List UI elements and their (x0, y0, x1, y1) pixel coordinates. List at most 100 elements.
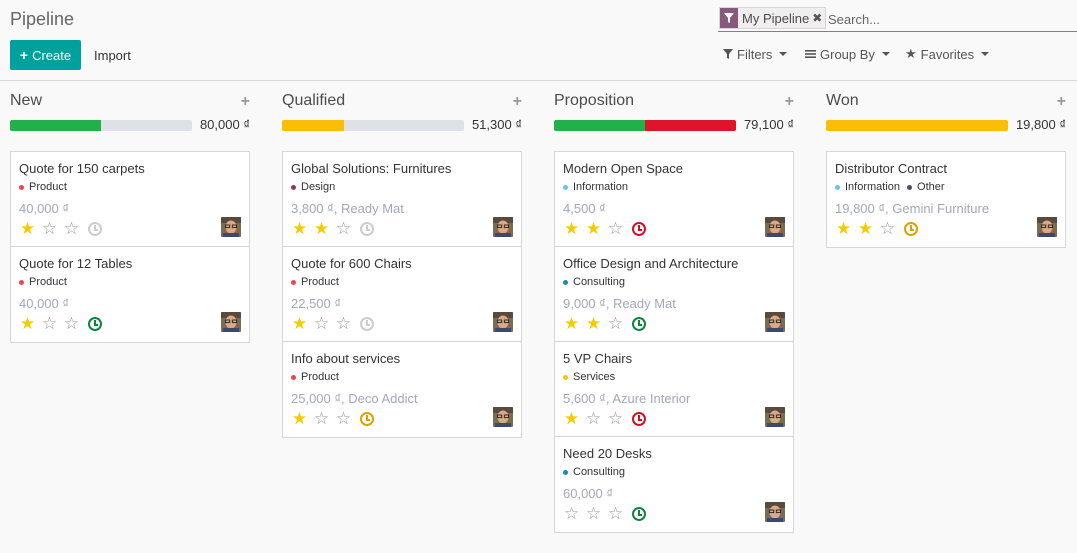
clock-icon[interactable] (632, 222, 646, 236)
star-icon[interactable]: ☆ (335, 409, 352, 428)
kanban-card[interactable]: 5 VP Chairs Services 5,600 ₫, Azure Interi… (555, 342, 793, 437)
kanban-card[interactable]: Quote for 150 carpets Product 40,000 ₫ ★ ☆ ☆ (11, 152, 249, 247)
tag-label: Product (301, 371, 339, 383)
clock-icon[interactable] (632, 507, 646, 521)
tag-label: Consulting (573, 466, 625, 478)
star-icon[interactable]: ☆ (41, 314, 58, 333)
star-icon[interactable]: ☆ (335, 314, 352, 333)
clock-icon[interactable] (360, 222, 374, 236)
search-facet[interactable]: My Pipeline ✖ (719, 7, 827, 29)
kanban-card[interactable]: Need 20 Desks Consulting 60,000 ₫ ☆ ☆ ☆ (555, 437, 793, 532)
star-icon[interactable]: ☆ (607, 504, 624, 523)
column-quick-add-icon[interactable]: + (1056, 93, 1066, 110)
priority-stars: ★ ☆ ☆ (290, 314, 353, 333)
star-icon[interactable]: ★ (291, 314, 308, 333)
star-icon[interactable]: ☆ (313, 409, 330, 428)
star-icon[interactable]: ★ (313, 219, 330, 238)
filters-dropdown[interactable]: Filters (723, 44, 788, 64)
caret-down-icon (881, 52, 890, 56)
favorites-label: Favorites (920, 46, 975, 62)
kanban-card[interactable]: Distributor Contract Information Other 19,8… (827, 152, 1065, 247)
progress-segment[interactable] (282, 120, 344, 131)
kanban-card[interactable]: Info about services Product 25,000 ₫, Deco… (283, 342, 521, 437)
column-header: Qualified + (282, 92, 522, 112)
star-icon[interactable]: ☆ (41, 219, 58, 238)
star-icon[interactable]: ★ (19, 314, 36, 333)
clock-icon[interactable] (88, 317, 102, 331)
column-quick-add-icon[interactable]: + (784, 93, 794, 110)
kanban-card[interactable]: Modern Open Space Information 4,500 ₫ ★ ★ ☆ (555, 152, 793, 247)
tag-label: Product (29, 276, 67, 288)
star-icon[interactable]: ★ (291, 219, 308, 238)
star-icon[interactable]: ☆ (63, 219, 80, 238)
star-icon[interactable]: ☆ (313, 314, 330, 333)
caret-down-icon (981, 52, 990, 56)
search-input[interactable] (828, 9, 1073, 29)
star-icon[interactable]: ★ (563, 409, 580, 428)
star-icon[interactable]: ★ (563, 219, 580, 238)
priority-stars: ★ ☆ ☆ (18, 219, 81, 238)
star-icon[interactable]: ☆ (563, 504, 580, 523)
progress-segment[interactable] (645, 120, 736, 131)
star-icon[interactable]: ★ (19, 219, 36, 238)
clock-icon[interactable] (632, 412, 646, 426)
progress-segment[interactable] (10, 120, 101, 131)
close-icon[interactable]: ✖ (812, 11, 823, 25)
star-icon[interactable]: ★ (835, 219, 852, 238)
control-panel: Pipeline + Create Import My Pipeline ✖ F… (0, 0, 1077, 81)
tag-color-dot (19, 279, 24, 285)
tag: Information (563, 181, 628, 193)
card-tags: Design (291, 181, 335, 193)
tag-color-dot (835, 184, 840, 190)
clock-icon[interactable] (88, 222, 102, 236)
column-progress-bar[interactable] (10, 120, 192, 131)
favorites-dropdown[interactable]: ★ Favorites (905, 44, 990, 64)
star-icon[interactable]: ☆ (585, 409, 602, 428)
column-quick-add-icon[interactable]: + (512, 93, 522, 110)
clock-icon[interactable] (904, 222, 918, 236)
groupby-dropdown[interactable]: Group By (805, 44, 890, 64)
star-icon[interactable]: ★ (585, 314, 602, 333)
kanban-card[interactable]: Global Solutions: Furnitures Design 3,800 … (283, 152, 521, 247)
column-progress-bar[interactable] (282, 120, 464, 131)
card-title: 5 VP Chairs (563, 351, 633, 366)
tag-color-dot (563, 469, 568, 475)
column-quick-add-icon[interactable]: + (240, 93, 250, 110)
column-header: New + (10, 92, 250, 112)
kanban-card[interactable]: Quote for 600 Chairs Product 22,500 ₫ ★ ☆ ☆ (283, 247, 521, 342)
card-tags: Services (563, 371, 615, 383)
avatar (765, 312, 785, 332)
clock-icon[interactable] (360, 317, 374, 331)
column-progress-bar[interactable] (554, 120, 736, 131)
progress-segment[interactable] (826, 120, 1008, 131)
clock-icon[interactable] (632, 317, 646, 331)
star-icon[interactable]: ☆ (607, 219, 624, 238)
avatar (221, 312, 241, 332)
star-icon: ★ (905, 46, 917, 61)
star-icon[interactable]: ★ (291, 409, 308, 428)
kanban-card[interactable]: Quote for 12 Tables Product 40,000 ₫ ★ ☆ ☆ (11, 247, 249, 342)
card-title: Info about services (291, 351, 401, 366)
star-icon[interactable]: ☆ (63, 314, 80, 333)
tag-label: Services (573, 371, 616, 383)
tag-label: Information (845, 181, 901, 193)
import-button[interactable]: Import (94, 47, 131, 63)
clock-icon[interactable] (360, 412, 374, 426)
star-icon[interactable]: ★ (563, 314, 580, 333)
create-button[interactable]: + Create (10, 40, 81, 70)
star-icon[interactable]: ☆ (607, 314, 624, 333)
card-revenue: 19,800 ₫, Gemini Furniture (835, 201, 990, 216)
star-icon[interactable]: ★ (857, 219, 874, 238)
card-title: Quote for 12 Tables (19, 256, 133, 271)
tag-label: Other (917, 181, 945, 193)
star-icon[interactable]: ☆ (585, 504, 602, 523)
avatar (221, 217, 241, 237)
star-icon[interactable]: ☆ (607, 409, 624, 428)
star-icon[interactable]: ☆ (879, 219, 896, 238)
filters-label: Filters (737, 46, 773, 62)
star-icon[interactable]: ★ (585, 219, 602, 238)
kanban-card[interactable]: Office Design and Architecture Consulting… (555, 247, 793, 342)
progress-segment[interactable] (554, 120, 645, 131)
star-icon[interactable]: ☆ (335, 219, 352, 238)
column-progress-bar[interactable] (826, 120, 1008, 131)
